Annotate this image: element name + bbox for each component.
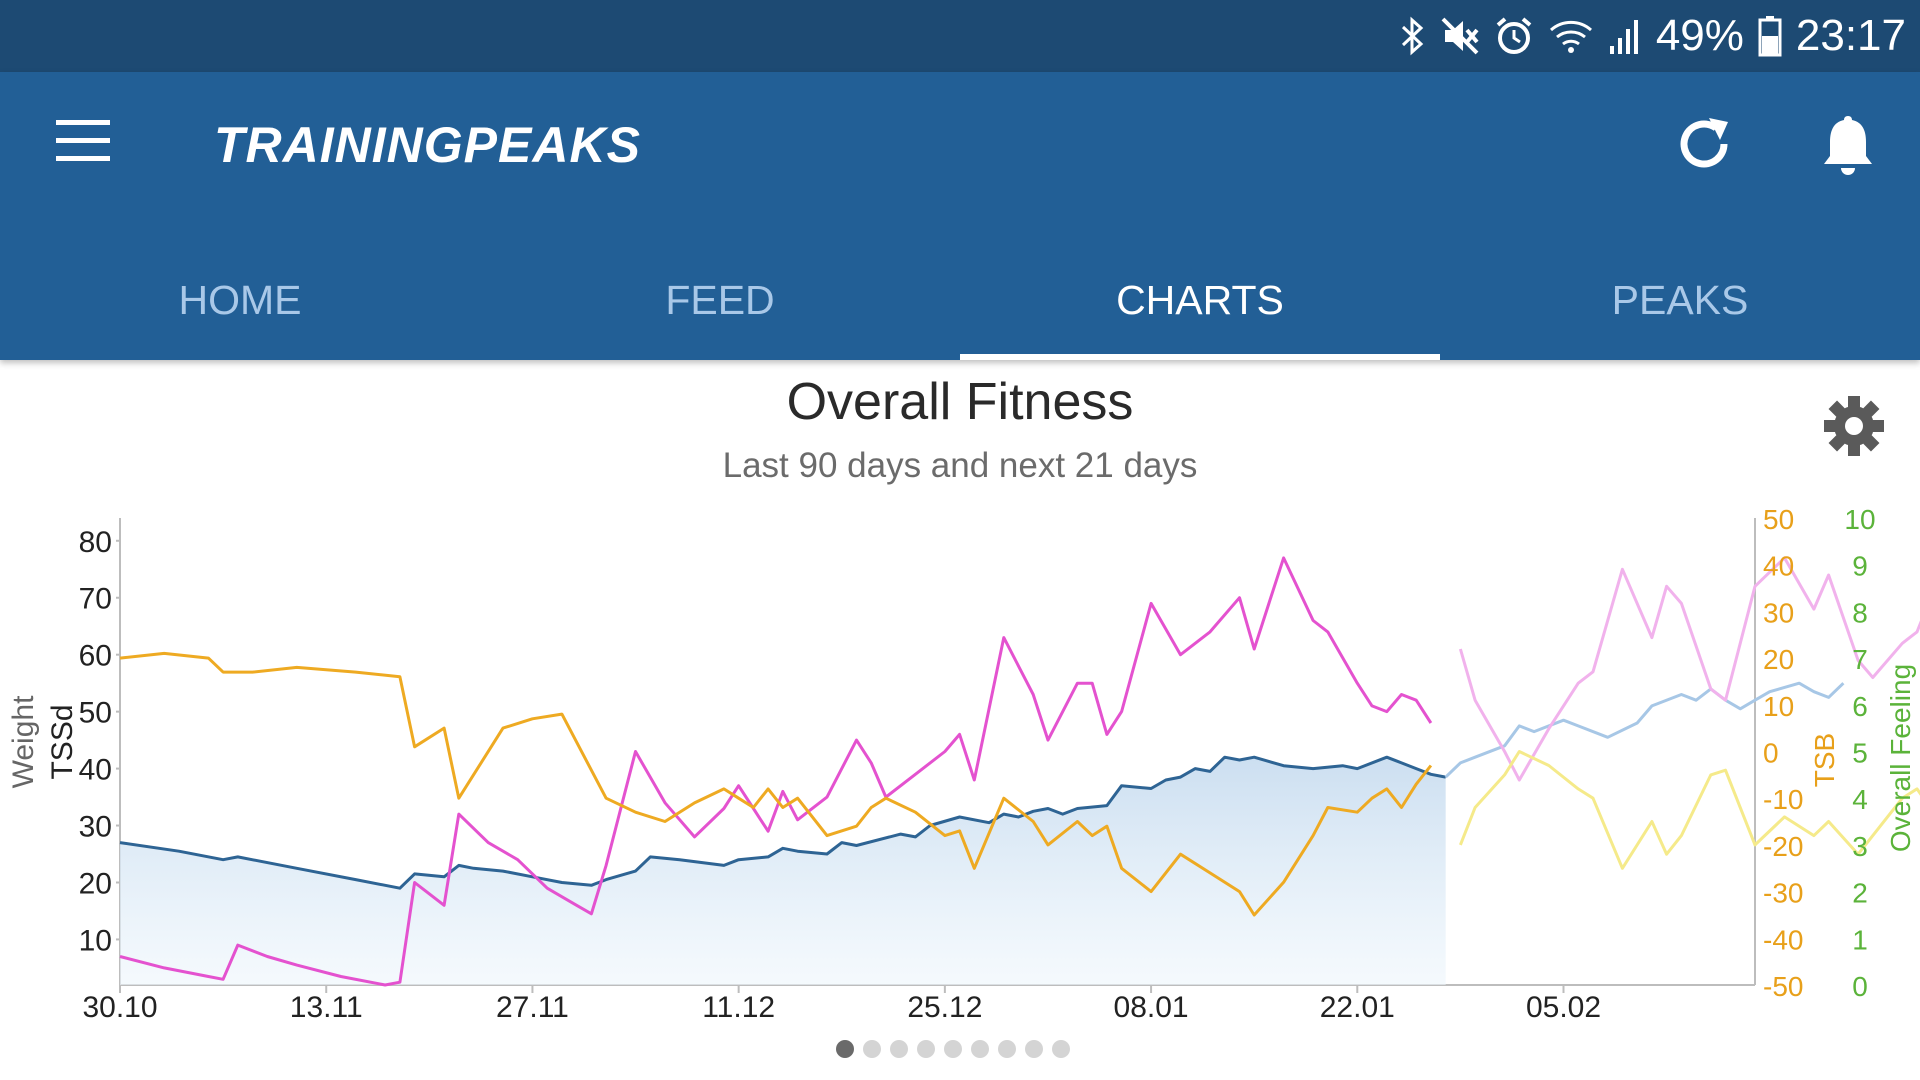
atl-line xyxy=(119,556,1433,987)
tsb-axis-tick: -30 xyxy=(1763,878,1803,909)
feeling-axis-tick: 0 xyxy=(1852,971,1868,1002)
tsb-axis-tick: 40 xyxy=(1763,551,1794,582)
tsb-line xyxy=(119,651,1433,917)
refresh-icon xyxy=(1680,118,1728,168)
x-axis-tick: 13.11 xyxy=(290,991,363,1024)
page-dot[interactable] xyxy=(1052,1040,1070,1058)
page-dot[interactable] xyxy=(998,1040,1016,1058)
left-axis-tick: 10 xyxy=(79,924,112,957)
app-logo: TRAININGPEAKS xyxy=(214,117,641,173)
feeling-axis-tick: 9 xyxy=(1852,551,1868,582)
page-dot[interactable] xyxy=(971,1040,989,1058)
page-dot[interactable] xyxy=(890,1040,908,1058)
x-axis-tick: 08.01 xyxy=(1114,991,1189,1024)
tsb-axis-tick: 20 xyxy=(1763,644,1794,675)
clock: 23:17 xyxy=(1795,11,1906,60)
tsb-axis-tick: 30 xyxy=(1763,597,1794,628)
x-axis-tick: 05.02 xyxy=(1526,991,1601,1024)
bluetooth-icon xyxy=(1400,16,1426,56)
tsb-axis-tick: -40 xyxy=(1763,924,1803,955)
menu-button[interactable] xyxy=(52,118,114,168)
tab-charts[interactable]: CHARTS xyxy=(960,240,1440,360)
battery-icon xyxy=(1758,15,1782,57)
left-axis-tick: 60 xyxy=(79,640,112,673)
feeling-axis-tick: 4 xyxy=(1852,784,1868,815)
feeling-axis-tick: 6 xyxy=(1852,691,1868,722)
chart-subtitle: Last 90 days and next 21 days xyxy=(722,446,1198,485)
battery-percent: 49% xyxy=(1655,11,1744,60)
chart-settings-button[interactable] xyxy=(1822,394,1886,458)
feeling-axis-tick: 3 xyxy=(1852,831,1868,862)
page-dot[interactable] xyxy=(836,1040,854,1058)
x-axis-tick: 27.11 xyxy=(496,991,569,1024)
notifications-button[interactable] xyxy=(1820,112,1876,178)
left-axis-tick: 20 xyxy=(79,867,112,900)
mute-icon xyxy=(1440,16,1480,56)
chart-title: Overall Fitness xyxy=(786,373,1134,431)
x-axis-tick: 25.12 xyxy=(907,991,982,1024)
x-axis-tick: 30.10 xyxy=(82,991,157,1024)
tsb-axis-tick: -20 xyxy=(1763,831,1803,862)
feeling-axis-tick: 1 xyxy=(1852,924,1868,955)
tab-peaks[interactable]: PEAKS xyxy=(1611,276,1749,323)
tsb-axis-tick: 10 xyxy=(1763,691,1794,722)
page-dot[interactable] xyxy=(944,1040,962,1058)
tab-bar: HOME FEED CHARTS PEAKS xyxy=(0,240,1920,360)
tsb-axis-tick: 50 xyxy=(1763,504,1794,535)
feeling-axis-label: Overall Feeling xyxy=(1885,664,1916,852)
app-bar: TRAININGPEAKS HOME FEED CHARTS PEAKS xyxy=(0,72,1920,360)
ctl-line xyxy=(119,755,1446,890)
page-dot[interactable] xyxy=(917,1040,935,1058)
tsb-axis-label: TSB xyxy=(1809,733,1840,787)
tab-home[interactable]: HOME xyxy=(178,276,302,323)
tsb-axis-tick: -10 xyxy=(1763,784,1803,815)
gear-icon xyxy=(1824,396,1884,456)
signal-icon xyxy=(1608,16,1642,56)
wifi-icon xyxy=(1548,16,1594,56)
page-dot[interactable] xyxy=(1025,1040,1043,1058)
tsb-axis-tick: 0 xyxy=(1763,738,1779,769)
feeling-axis-tick: 2 xyxy=(1852,878,1868,909)
ctl-area-fill xyxy=(120,757,1446,985)
ctl-projection-line xyxy=(1444,681,1845,779)
page-dot[interactable] xyxy=(863,1040,881,1058)
refresh-button[interactable] xyxy=(1674,114,1734,174)
left-axis-tick: 80 xyxy=(79,526,112,559)
y-axis-label-tssd: TSSd xyxy=(46,704,79,779)
left-axis-tick: 40 xyxy=(79,754,112,787)
bell-icon xyxy=(1824,116,1872,175)
page-indicator xyxy=(836,1040,1070,1058)
x-axis-tick: 11.12 xyxy=(702,991,775,1024)
left-axis-tick: 50 xyxy=(79,697,112,730)
left-axis-tick: 70 xyxy=(79,583,112,616)
feeling-axis-tick: 8 xyxy=(1852,597,1868,628)
feeling-axis-tick: 7 xyxy=(1852,644,1868,675)
x-axis-tick: 22.01 xyxy=(1320,991,1395,1024)
status-bar: 49% 23:17 xyxy=(0,0,1920,72)
menu-icon xyxy=(56,120,110,125)
left-axis-tick: 30 xyxy=(79,811,112,844)
y-axis-label-weight: Weight xyxy=(7,695,40,788)
atl-projection-line xyxy=(1458,556,1920,782)
tsb-projection-line xyxy=(1459,750,1920,870)
tab-feed[interactable]: FEED xyxy=(665,276,775,323)
status-icons: 49% 23:17 xyxy=(1400,10,1906,62)
feeling-axis-tick: 5 xyxy=(1852,738,1868,769)
feeling-axis-tick: 10 xyxy=(1844,504,1875,535)
tsb-axis-tick: -50 xyxy=(1763,971,1803,1002)
alarm-icon xyxy=(1494,16,1534,56)
